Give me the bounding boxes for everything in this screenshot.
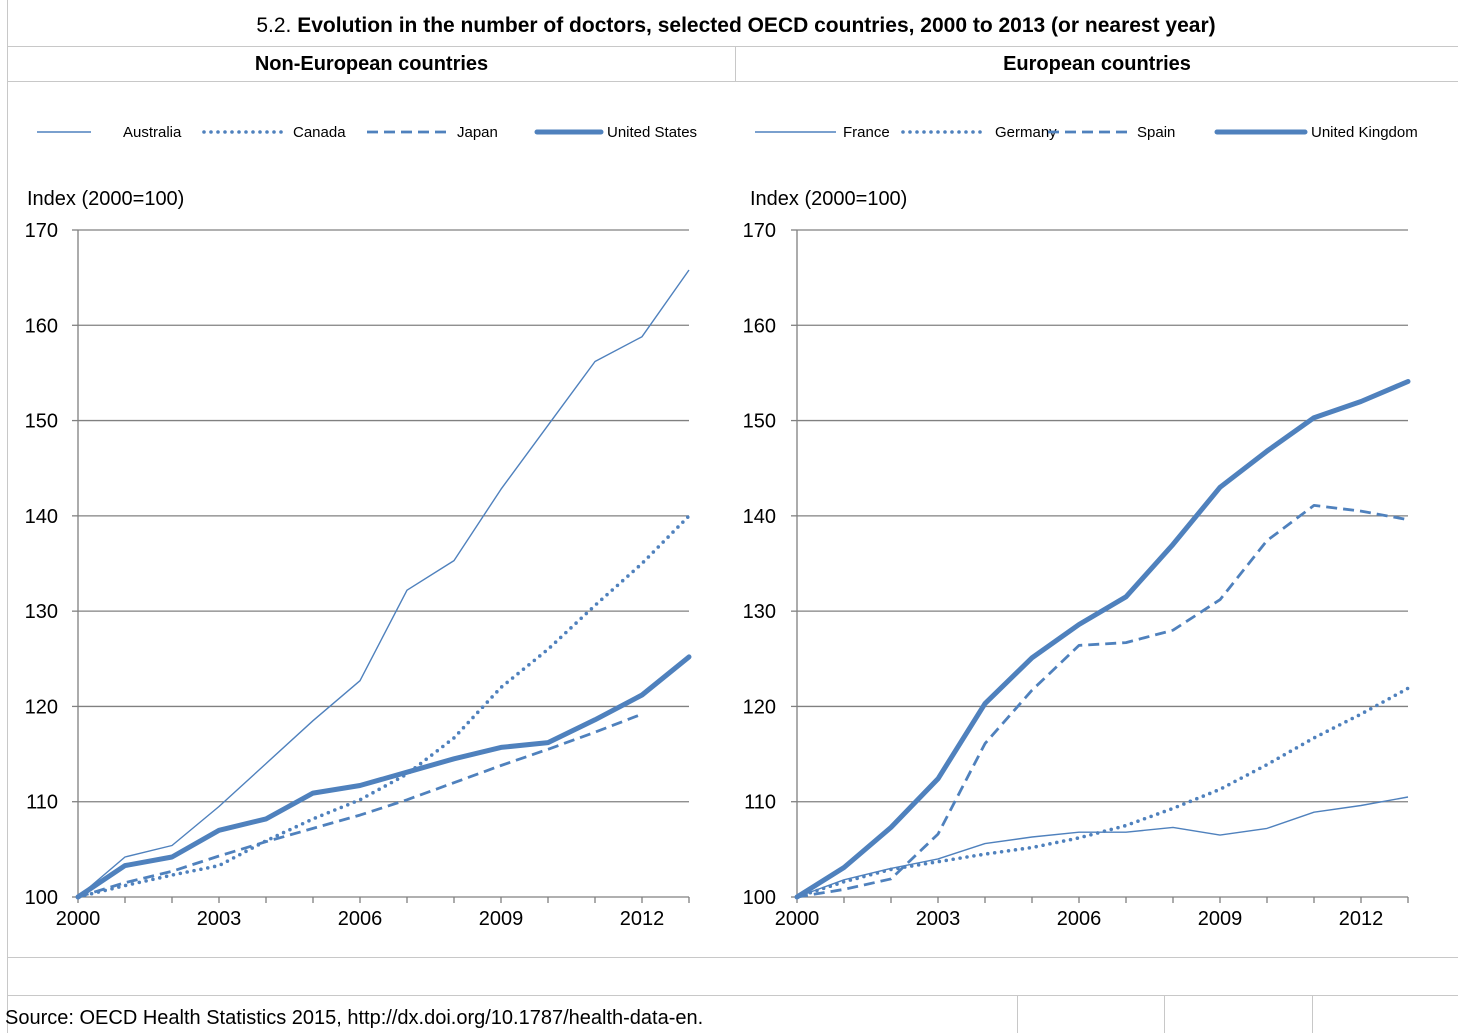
panel-title-left: Non-European countries bbox=[254, 53, 489, 75]
y-tick-label: 100 bbox=[743, 887, 776, 909]
border-chart-bottom bbox=[7, 957, 1458, 958]
figure-number: 5.2. bbox=[256, 14, 292, 37]
y-tick-label: 120 bbox=[25, 696, 58, 718]
x-tick-label: 2009 bbox=[1198, 908, 1243, 930]
legend-label: Spain bbox=[1137, 124, 1175, 141]
legend-label: Australia bbox=[123, 124, 182, 141]
series-line-spain bbox=[796, 504, 1409, 899]
y-tick-label: 140 bbox=[25, 506, 58, 528]
border-panel-divider bbox=[735, 47, 736, 81]
figure-title-text: Evolution in the number of doctors, sele… bbox=[297, 14, 1216, 37]
legend-label: United Kingdom bbox=[1311, 124, 1418, 141]
legend-label: Canada bbox=[293, 124, 346, 141]
border-notes-bottom bbox=[7, 995, 1458, 996]
border-left bbox=[7, 0, 8, 1033]
series-line-japan bbox=[77, 712, 643, 899]
border-title-bottom bbox=[7, 46, 1458, 47]
y-axis-label: Index (2000=100) bbox=[27, 188, 184, 210]
series-line-germany bbox=[795, 686, 1410, 899]
y-tick-label: 120 bbox=[743, 696, 776, 718]
y-tick-label: 160 bbox=[743, 315, 776, 337]
x-tick-label: 2000 bbox=[56, 908, 101, 930]
chart-panel-1: 100 110 120 130 140 150 160 170 2000 2003 2006 2009… bbox=[743, 124, 1418, 930]
legend-label: France bbox=[843, 124, 890, 141]
y-tick-label: 150 bbox=[25, 411, 58, 433]
x-tick-label: 2003 bbox=[197, 908, 242, 930]
y-tick-label: 130 bbox=[25, 601, 58, 623]
x-tick-label: 2006 bbox=[338, 908, 383, 930]
legend-label: Japan bbox=[457, 124, 498, 141]
x-tick-label: 2000 bbox=[775, 908, 820, 930]
legend-label: Germany bbox=[995, 124, 1057, 141]
y-tick-label: 170 bbox=[743, 220, 776, 242]
y-tick-label: 150 bbox=[743, 411, 776, 433]
border-source-cell-2 bbox=[1164, 995, 1165, 1033]
series-line-australia bbox=[77, 269, 690, 898]
border-source-cell-1 bbox=[1017, 995, 1018, 1033]
y-tick-label: 160 bbox=[25, 315, 58, 337]
x-tick-label: 2009 bbox=[479, 908, 524, 930]
series-line-united-states bbox=[75, 654, 692, 900]
y-tick-label: 110 bbox=[26, 792, 58, 814]
y-tick-label: 170 bbox=[25, 220, 58, 242]
y-tick-label: 100 bbox=[25, 887, 58, 909]
y-axis-label: Index (2000=100) bbox=[750, 188, 907, 210]
y-tick-label: 110 bbox=[744, 792, 776, 814]
figure-title: 5.2. Evolution in the number of doctors,… bbox=[0, 14, 1458, 38]
series-line-canada bbox=[76, 514, 691, 899]
x-tick-label: 2003 bbox=[916, 908, 961, 930]
x-tick-label: 2012 bbox=[620, 908, 665, 930]
x-tick-label: 2012 bbox=[1339, 908, 1384, 930]
border-source-cell-3 bbox=[1312, 995, 1313, 1033]
series-line-france bbox=[796, 796, 1409, 898]
x-tick-label: 2006 bbox=[1057, 908, 1102, 930]
panel-title-right: European countries bbox=[1003, 53, 1191, 75]
y-tick-label: 130 bbox=[743, 601, 776, 623]
legend-label: United States bbox=[607, 124, 697, 141]
y-tick-label: 140 bbox=[743, 506, 776, 528]
chart-panel-0: 100 110 120 130 140 150 160 170 2000 2003 2006 2009… bbox=[25, 124, 697, 930]
border-subtitle-bottom bbox=[7, 81, 1458, 82]
series-line-united-kingdom bbox=[794, 379, 1411, 900]
source-note: Source: OECD Health Statistics 2015, htt… bbox=[5, 1007, 704, 1029]
